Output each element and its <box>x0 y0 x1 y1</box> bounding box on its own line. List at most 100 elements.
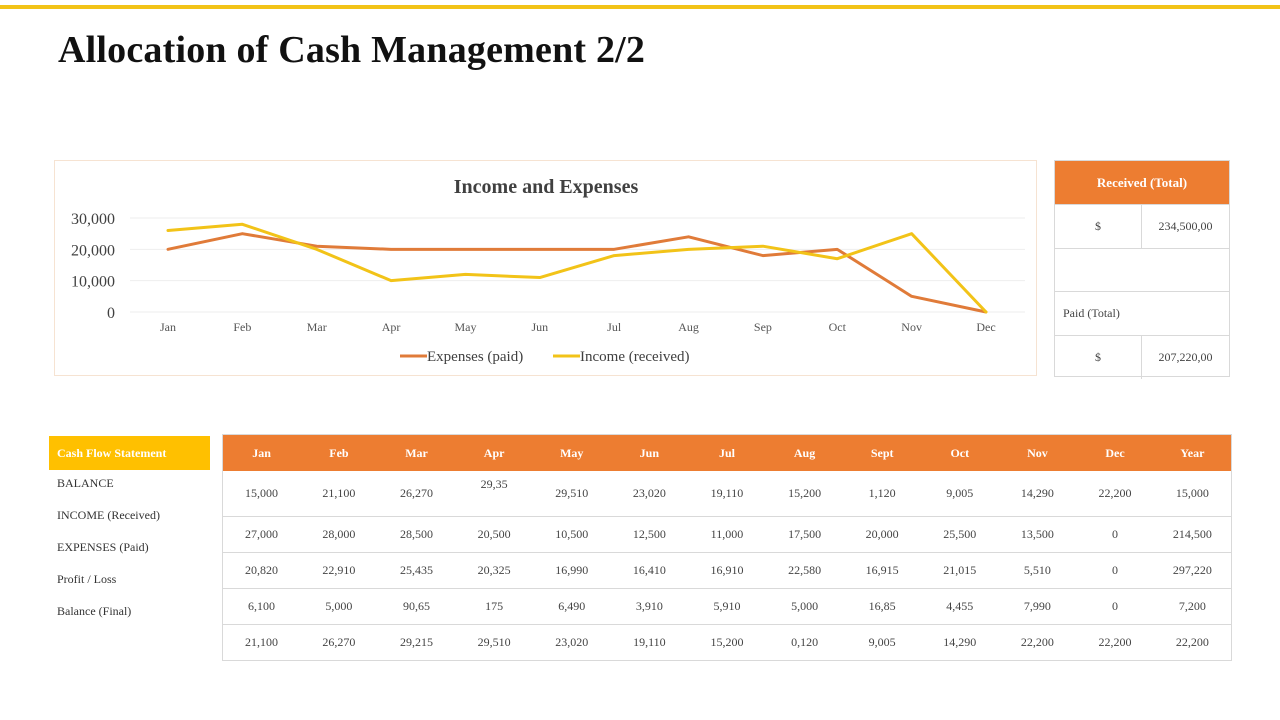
table-cell: 15,200 <box>688 624 766 661</box>
x-tick-label: Dec <box>976 320 995 334</box>
col-header: Jun <box>610 434 689 471</box>
totals-spacer-row <box>1055 248 1229 291</box>
table-cell: 21,015 <box>920 552 999 589</box>
table-cell: 6,100 <box>222 588 301 625</box>
page-title: Allocation of Cash Management 2/2 <box>58 29 646 71</box>
col-header: May <box>532 434 611 471</box>
table-row: 27,000 28,000 28,500 20,500 10,500 12,500 11,0… <box>222 516 1232 553</box>
chart-canvas: Income and Expenses 0 10,000 20,000 30,000 Ja… <box>71 176 1025 365</box>
row-label-profit-loss: Profit / Loss <box>57 572 117 586</box>
received-amount: 234,500,00 <box>1158 219 1213 233</box>
totals-panel: Received (Total) $ 234,500,00 Paid (Tota… <box>1054 160 1230 379</box>
table-cell: 5,510 <box>998 552 1077 589</box>
table-cell: 16,410 <box>610 552 689 589</box>
table-cell: 19,110 <box>610 624 689 661</box>
x-tick-label: Sep <box>754 320 772 334</box>
col-header: Jan <box>222 434 301 471</box>
chart-title: Income and Expenses <box>454 176 639 198</box>
table-cell: 20,000 <box>843 516 921 553</box>
table-cell: 26,270 <box>300 624 378 661</box>
x-tick-label: Aug <box>678 320 699 334</box>
table-row: 6,100 5,000 90,65 175 6,490 3,910 5,910 5,000 16… <box>222 588 1232 625</box>
table-cell: 27,000 <box>222 516 301 553</box>
table-cell: 19,110 <box>688 471 766 517</box>
table-cell: 26,270 <box>377 471 456 517</box>
top-accent-rule <box>0 5 1280 9</box>
table-cell: 10,500 <box>532 516 611 553</box>
series-line-income <box>166 222 988 314</box>
y-tick-label: 0 <box>107 305 115 322</box>
paid-total-label: Paid (Total) <box>1063 306 1120 320</box>
table-cell: 9,005 <box>843 624 921 661</box>
table-cell: 20,500 <box>455 516 533 553</box>
col-header: Oct <box>920 434 999 471</box>
x-tick-label: Mar <box>307 320 327 334</box>
legend-label: Expenses (paid) <box>427 349 523 365</box>
col-header: Sept <box>843 434 921 471</box>
table-cell: 20,820 <box>222 552 301 589</box>
table-cell: 22,910 <box>300 552 378 589</box>
col-header: Jul <box>688 434 766 471</box>
paid-currency: $ <box>1055 336 1142 379</box>
table-header-row: Jan Feb Mar Apr May Jun Jul Aug Sept Oct… <box>222 434 1232 471</box>
table-cell: 29,35 <box>455 471 533 517</box>
row-label-income: INCOME (Received) <box>57 508 160 522</box>
table-cell: 90,65 <box>377 588 456 625</box>
table-cell: 29,510 <box>532 471 611 517</box>
table-cell: 7,990 <box>998 588 1077 625</box>
table-cell: 214,500 <box>1153 516 1232 553</box>
table-cell: 23,020 <box>610 471 689 517</box>
table-cell: 7,200 <box>1153 588 1232 625</box>
table-cell: 175 <box>455 588 533 625</box>
table-cell: 16,85 <box>843 588 921 625</box>
table-cell: 22,200 <box>1153 624 1232 661</box>
table-cell: 16,910 <box>688 552 766 589</box>
legend-label: Income (received) <box>580 349 690 365</box>
col-header: Mar <box>377 434 456 471</box>
table-cell: 0 <box>1076 588 1154 625</box>
table-cell: 28,500 <box>377 516 456 553</box>
table-row: 20,820 22,910 25,435 20,325 16,990 16,410 16,9… <box>222 552 1232 589</box>
table-cell: 28,000 <box>300 516 378 553</box>
table-cell: 11,000 <box>688 516 766 553</box>
cash-flow-header: Cash Flow Statement <box>49 436 210 470</box>
table-cell: 12,500 <box>610 516 689 553</box>
table-cell: 0,120 <box>765 624 844 661</box>
table-cell: 21,100 <box>222 624 301 661</box>
received-currency: $ <box>1055 205 1142 248</box>
table-cell: 13,500 <box>998 516 1077 553</box>
table-cell: 5,910 <box>688 588 766 625</box>
table-cell: 22,200 <box>1076 471 1154 517</box>
x-tick-label: Jun <box>531 320 548 334</box>
table-cell: 22,580 <box>765 552 844 589</box>
x-tick-label: Jan <box>160 320 176 334</box>
table-row: 15,000 21,100 26,270 29,35 29,510 23,020 19,11… <box>222 471 1232 517</box>
received-total-row: $ 234,500,00 <box>1055 204 1229 248</box>
table-cell: 15,000 <box>1153 471 1232 517</box>
col-header: Nov <box>998 434 1077 471</box>
received-total-header: Received (Total) <box>1055 161 1229 204</box>
table-cell: 6,490 <box>532 588 611 625</box>
y-tick-label: 20,000 <box>71 242 115 259</box>
row-label-balance-final: Balance (Final) <box>57 604 132 618</box>
table-cell: 29,215 <box>377 624 456 661</box>
table-row: 21,100 26,270 29,215 29,510 23,020 19,110 15,2… <box>222 624 1232 661</box>
col-header: Feb <box>300 434 378 471</box>
table-cell: 14,290 <box>920 624 999 661</box>
cash-flow-table: Jan Feb Mar Apr May Jun Jul Aug Sept Oct… <box>222 434 1232 661</box>
col-header: Apr <box>455 434 533 471</box>
table-cell: 5,000 <box>765 588 844 625</box>
table-cell: 9,005 <box>920 471 999 517</box>
table-cell: 22,200 <box>998 624 1077 661</box>
table-cell: 17,500 <box>765 516 844 553</box>
x-tick-label: Jul <box>607 320 622 334</box>
y-tick-label: 10,000 <box>71 274 115 291</box>
table-cell: 29,510 <box>455 624 533 661</box>
table-cell: 15,000 <box>222 471 301 517</box>
x-tick-label: Nov <box>901 320 922 334</box>
paid-amount: 207,220,00 <box>1158 350 1213 364</box>
income-expenses-chart: Income and Expenses 0 10,000 20,000 30,000 Ja… <box>54 160 1037 376</box>
col-header: Year <box>1153 434 1232 471</box>
col-header: Dec <box>1076 434 1154 471</box>
series-line-expenses <box>166 232 988 314</box>
